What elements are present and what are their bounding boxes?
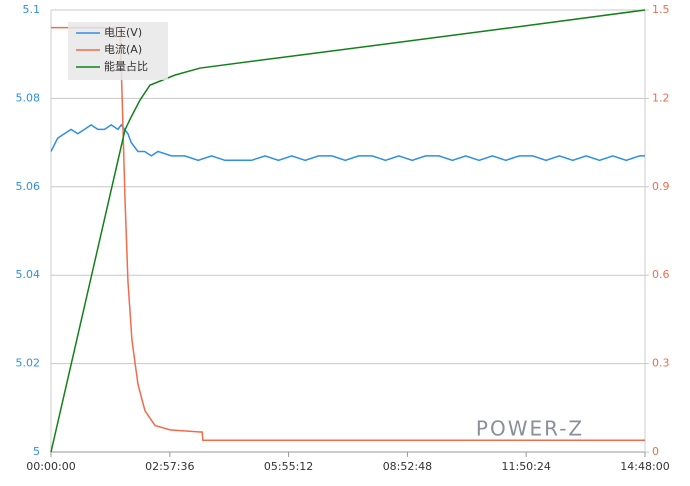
watermark: POWER-Z: [476, 417, 584, 441]
x-tick-label: 14:48:00: [620, 460, 669, 473]
series-line: [50, 9, 646, 453]
y2-tick-label: 1.5: [652, 3, 670, 16]
x-tick-label: 05:55:12: [264, 460, 313, 473]
series-line: [51, 26, 645, 441]
x-tick-label: 00:00:00: [26, 460, 75, 473]
y-tick-label: 5.08: [16, 91, 41, 104]
x-tick-label: 02:57:36: [145, 460, 194, 473]
legend: 电压(V) 电流(A) 能量占比: [68, 22, 168, 80]
y-tick-label: 5.04: [16, 268, 41, 281]
y2-tick-label: 0: [652, 445, 659, 458]
y2-tick-label: 0.3: [652, 357, 670, 370]
y2-tick-label: 1.2: [652, 91, 670, 104]
y2-tick-label: 0.6: [652, 268, 670, 281]
x-tick-label: 08:52:48: [383, 460, 432, 473]
legend-label: 电流(A): [104, 42, 142, 56]
legend-label: 电压(V): [104, 26, 142, 39]
series-line: [50, 123, 645, 162]
y-tick-label: 5.06: [16, 180, 41, 193]
legend-label: 能量占比: [104, 59, 148, 73]
legend-box: [68, 22, 168, 80]
x-tick-label: 11:50:24: [501, 460, 550, 473]
y-tick-label: 5: [33, 445, 40, 458]
y-tick-label: 5.02: [16, 357, 41, 370]
y-tick-label: 5.1: [23, 3, 41, 16]
y2-tick-label: 0.9: [652, 180, 670, 193]
